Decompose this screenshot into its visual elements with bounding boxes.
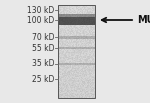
Text: 35 kD: 35 kD (32, 60, 54, 68)
Text: 100 kD: 100 kD (27, 15, 54, 25)
Text: MUSK: MUSK (137, 15, 150, 25)
Text: 55 kD: 55 kD (32, 43, 54, 53)
Text: 70 kD: 70 kD (32, 33, 54, 42)
Text: 25 kD: 25 kD (32, 74, 54, 84)
Bar (58, 5, 95, 98)
Text: 130 kD: 130 kD (27, 5, 54, 15)
